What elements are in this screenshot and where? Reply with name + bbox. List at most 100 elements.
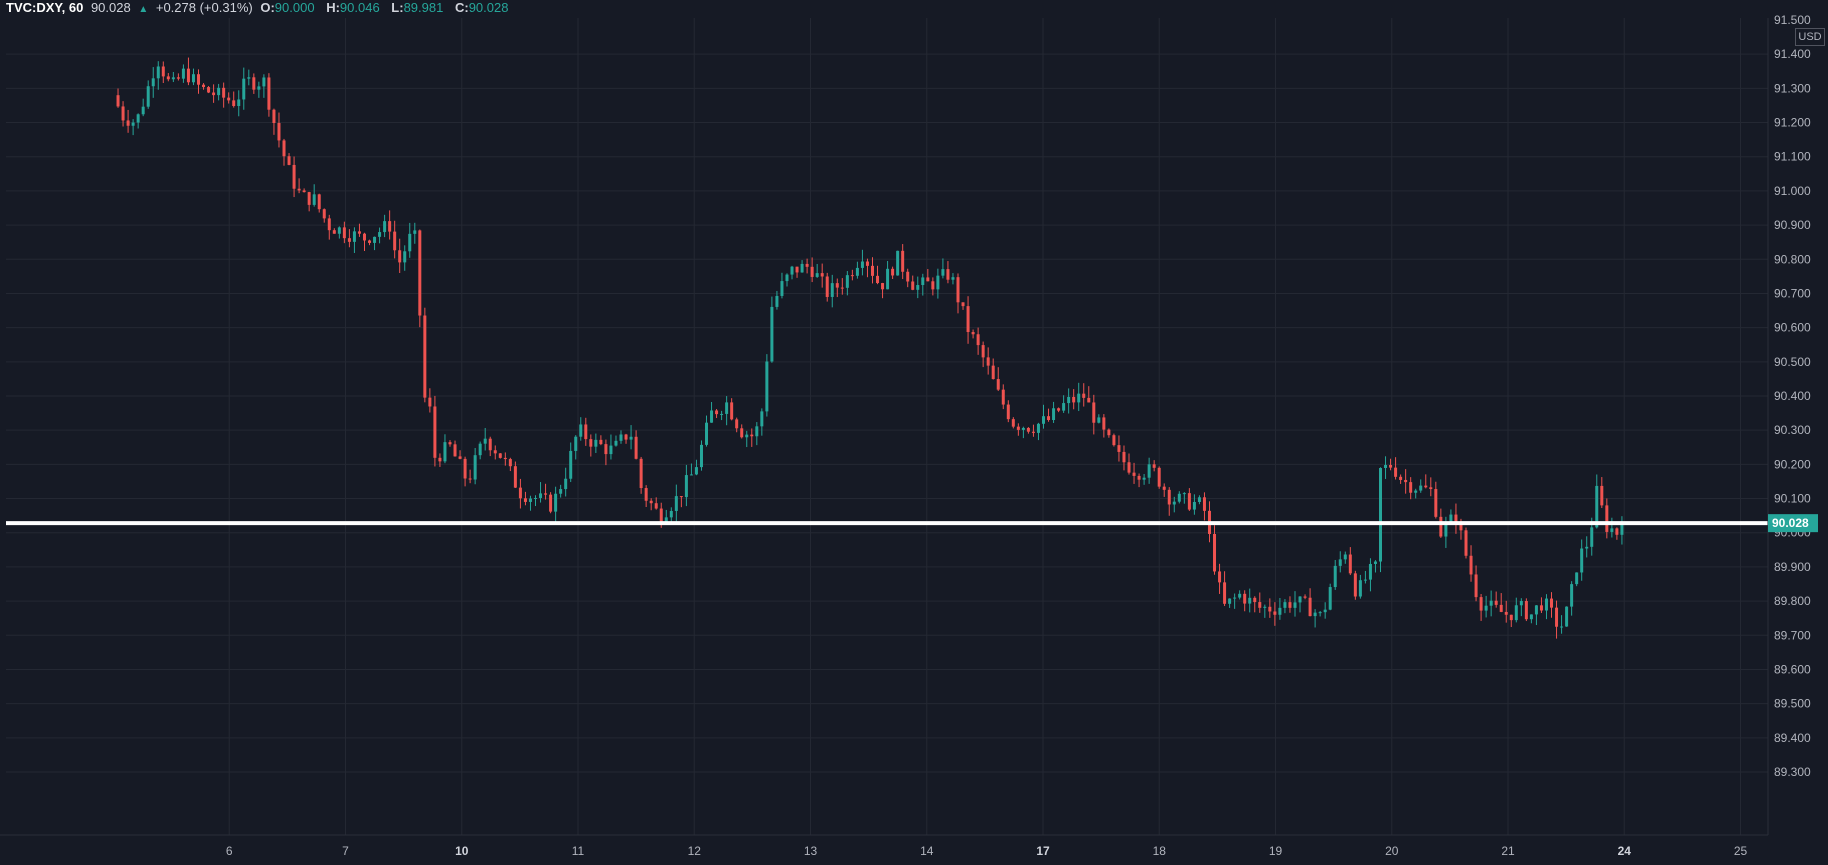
candle-body xyxy=(1439,516,1443,537)
candle-body xyxy=(1283,602,1287,608)
candle-body xyxy=(815,273,819,277)
candle-body xyxy=(1595,485,1599,528)
high-label: H: xyxy=(326,0,340,15)
candle-body xyxy=(1590,527,1594,547)
x-tick-label: 11 xyxy=(572,844,585,858)
candle-body xyxy=(297,188,301,191)
candle-body xyxy=(197,74,201,85)
currency-button[interactable]: USD xyxy=(1795,28,1825,46)
candle-body xyxy=(629,436,633,440)
symbol-name[interactable]: TVC:DXY, 60 xyxy=(6,0,84,15)
candle-body xyxy=(523,498,527,502)
candle-body xyxy=(679,496,683,498)
candle-body xyxy=(1122,451,1126,463)
candle-body xyxy=(473,455,477,480)
candle-body xyxy=(1142,477,1146,480)
y-tick-label: 89.300 xyxy=(1774,765,1811,779)
candle-body xyxy=(352,231,356,242)
candle-body xyxy=(302,190,306,193)
candle-body xyxy=(614,440,618,446)
candle-body xyxy=(222,87,226,98)
candle-body xyxy=(1414,490,1418,493)
candle-body xyxy=(1288,602,1292,608)
candle-body xyxy=(1238,593,1242,598)
candle-body xyxy=(699,444,703,468)
candle-body xyxy=(986,357,990,366)
price-axis[interactable]: 91.400 91.300 91.200 91.100 91.000 90.900 90.8… xyxy=(1774,13,1811,779)
candle-body xyxy=(976,334,980,346)
current-price-label: 90.028 xyxy=(1768,514,1818,533)
candle-body xyxy=(383,221,387,233)
candle-body xyxy=(624,434,628,440)
candle-body xyxy=(1308,597,1312,617)
candle-body xyxy=(1550,598,1554,608)
candle-body xyxy=(594,439,598,447)
candle-body xyxy=(1127,462,1131,473)
candle-body xyxy=(1494,600,1498,605)
candle-body xyxy=(1519,601,1523,606)
candle-body xyxy=(906,271,910,282)
last-price: 90.028 xyxy=(90,0,131,15)
candle-body xyxy=(805,263,809,267)
candle-body xyxy=(941,269,945,276)
candle-body xyxy=(453,444,457,457)
candle-body xyxy=(413,230,417,234)
candle-body xyxy=(1057,408,1061,411)
candle-body xyxy=(735,419,739,429)
open-label: O: xyxy=(260,0,275,15)
candle-body xyxy=(126,120,130,126)
candle-body xyxy=(1328,587,1332,610)
candle-body xyxy=(1555,607,1559,627)
time-axis[interactable]: 6710111213141718192021242526 xyxy=(226,844,1828,858)
candle-body xyxy=(207,87,211,93)
candle-body xyxy=(800,263,804,273)
close-label: C: xyxy=(454,0,469,15)
x-tick-label: 12 xyxy=(688,844,702,858)
candle-body xyxy=(131,122,135,126)
candle-body xyxy=(1539,605,1543,611)
candle-body xyxy=(181,68,185,79)
y-tick-label: 89.700 xyxy=(1774,628,1811,642)
candle-body xyxy=(1449,514,1453,523)
candle-body xyxy=(1404,479,1408,483)
candle-body xyxy=(1026,427,1030,432)
candle-body xyxy=(1243,593,1247,604)
candle-body xyxy=(151,78,155,87)
candle-body xyxy=(1042,416,1046,424)
x-tick-label: 21 xyxy=(1501,844,1515,858)
candle-body xyxy=(262,77,266,87)
candle-body xyxy=(1107,429,1111,436)
candle-body xyxy=(1006,404,1010,420)
grid-lines xyxy=(6,18,1768,835)
y-tick-label: 90.400 xyxy=(1774,389,1811,403)
candle-body xyxy=(1605,505,1609,532)
candle-body xyxy=(1298,596,1302,603)
candle-body xyxy=(1363,579,1367,581)
candle-body xyxy=(1233,597,1237,599)
candle-body xyxy=(1117,445,1121,452)
candle-body xyxy=(619,434,623,441)
candle-body xyxy=(840,287,844,289)
candle-body xyxy=(433,406,437,458)
y-tick-label: 89.400 xyxy=(1774,731,1811,745)
candle-body xyxy=(956,277,960,303)
candle-body xyxy=(886,268,890,290)
candle-body xyxy=(478,443,482,456)
candle-body xyxy=(1444,522,1448,537)
candle-body xyxy=(644,488,648,501)
candle-body xyxy=(1479,597,1483,611)
time-scale-bg[interactable] xyxy=(0,835,1828,865)
candle-body xyxy=(1223,582,1227,604)
candle-body xyxy=(307,192,311,205)
high-value: 90.046 xyxy=(339,0,380,15)
candle-body xyxy=(136,114,140,123)
candle-body xyxy=(1620,523,1624,535)
candle-body xyxy=(1132,472,1136,476)
candle-body xyxy=(1469,555,1473,575)
candle-body xyxy=(1454,514,1458,524)
candle-body xyxy=(1368,563,1372,580)
price-scale-bg[interactable] xyxy=(1768,18,1828,835)
candle-body xyxy=(705,422,709,445)
